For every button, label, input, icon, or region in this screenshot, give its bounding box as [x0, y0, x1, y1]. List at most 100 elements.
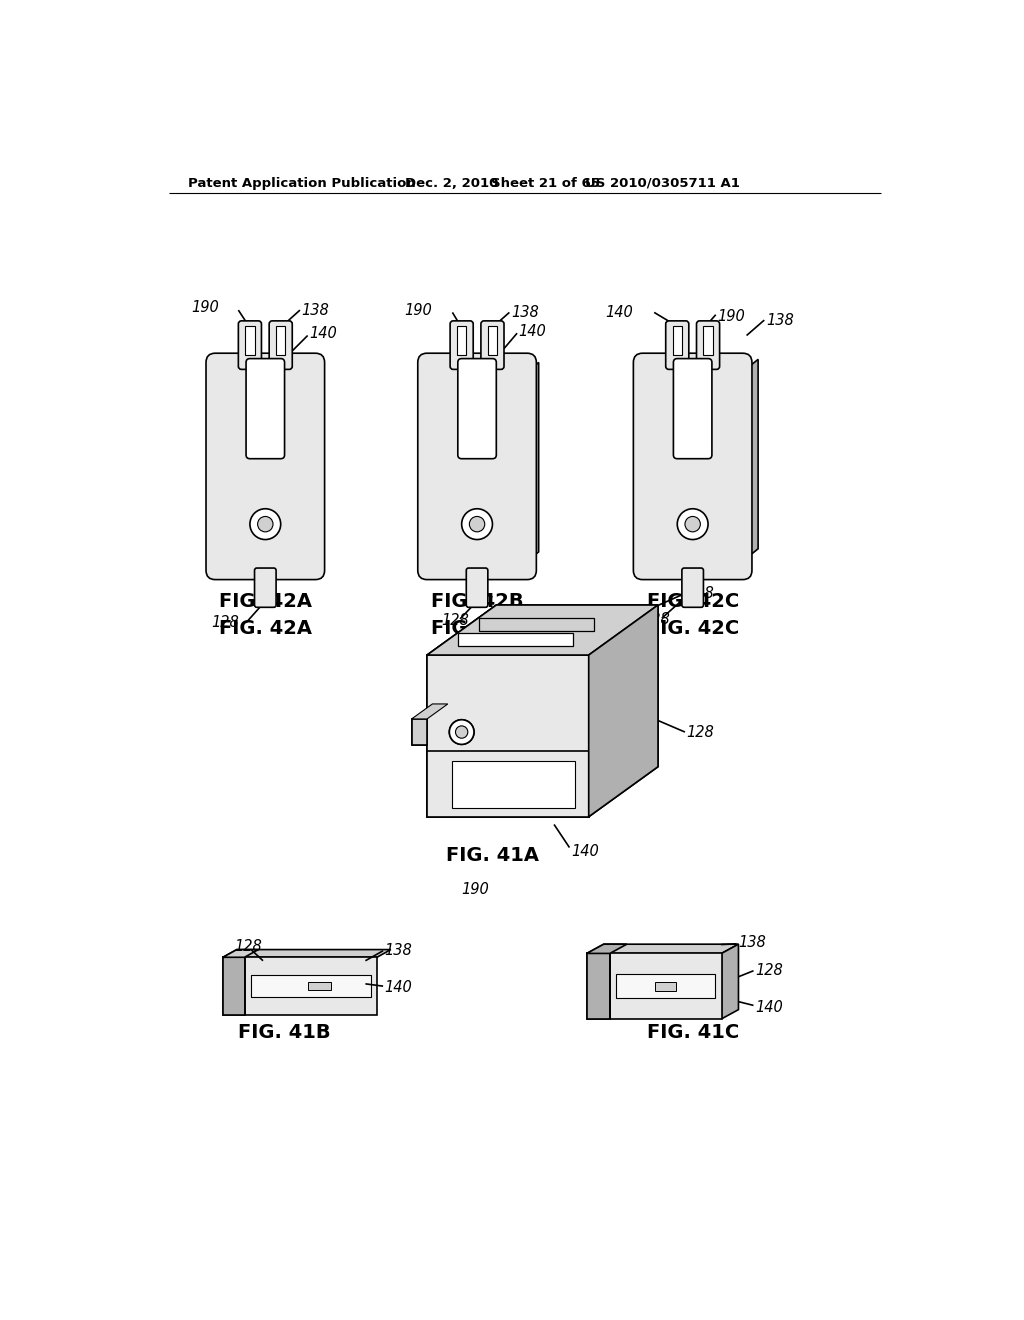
Polygon shape: [458, 634, 573, 645]
Text: Sheet 21 of 65: Sheet 21 of 65: [490, 177, 600, 190]
Text: 140: 140: [384, 981, 412, 995]
Polygon shape: [223, 957, 377, 1015]
FancyBboxPatch shape: [239, 321, 261, 370]
FancyBboxPatch shape: [255, 568, 276, 607]
Text: 190: 190: [419, 565, 447, 581]
Polygon shape: [251, 975, 371, 997]
Polygon shape: [722, 944, 738, 1019]
Polygon shape: [427, 605, 658, 655]
Polygon shape: [223, 957, 245, 1015]
Polygon shape: [453, 760, 574, 808]
Polygon shape: [458, 628, 598, 645]
Polygon shape: [223, 949, 391, 957]
Text: 140: 140: [309, 326, 337, 342]
FancyBboxPatch shape: [269, 321, 292, 370]
Circle shape: [462, 508, 493, 540]
Text: FIG. 41B: FIG. 41B: [239, 1023, 331, 1041]
Text: FIG. 41C: FIG. 41C: [646, 1023, 738, 1041]
Polygon shape: [412, 719, 427, 744]
Polygon shape: [655, 982, 677, 991]
Text: 128: 128: [234, 940, 262, 954]
Text: FIG. 41A: FIG. 41A: [446, 846, 539, 865]
Bar: [276, 326, 286, 355]
Polygon shape: [223, 949, 258, 957]
Text: US 2010/0305711 A1: US 2010/0305711 A1: [585, 177, 739, 190]
Circle shape: [685, 516, 700, 532]
Text: 138: 138: [686, 586, 715, 601]
Polygon shape: [427, 655, 589, 817]
FancyBboxPatch shape: [481, 321, 504, 370]
Circle shape: [450, 719, 474, 744]
Text: FIG. 42C: FIG. 42C: [646, 591, 738, 611]
Polygon shape: [453, 760, 574, 808]
FancyBboxPatch shape: [634, 354, 752, 579]
Text: 128: 128: [211, 615, 240, 630]
Text: 140: 140: [571, 843, 599, 859]
Polygon shape: [412, 704, 447, 719]
Text: Patent Application Publication: Patent Application Publication: [188, 177, 416, 190]
Polygon shape: [427, 713, 589, 751]
Text: 138: 138: [301, 302, 330, 318]
Text: 128: 128: [643, 612, 671, 627]
Circle shape: [469, 516, 484, 532]
Text: 138: 138: [384, 944, 412, 958]
Text: 138: 138: [738, 935, 766, 950]
Polygon shape: [478, 619, 594, 631]
Polygon shape: [427, 751, 589, 817]
Polygon shape: [412, 719, 427, 744]
FancyBboxPatch shape: [666, 321, 689, 370]
FancyBboxPatch shape: [696, 321, 720, 370]
FancyBboxPatch shape: [466, 568, 487, 607]
FancyBboxPatch shape: [246, 359, 285, 459]
Text: Dec. 2, 2010: Dec. 2, 2010: [406, 177, 499, 190]
Polygon shape: [427, 605, 658, 655]
Text: 138: 138: [766, 313, 794, 327]
Polygon shape: [458, 634, 573, 645]
FancyBboxPatch shape: [458, 359, 497, 459]
Text: FIG. 42C: FIG. 42C: [646, 619, 738, 638]
Text: 128: 128: [441, 612, 469, 628]
Text: 140: 140: [755, 1001, 782, 1015]
Text: FIG. 42A: FIG. 42A: [219, 591, 312, 611]
Text: FIG. 42B: FIG. 42B: [431, 619, 523, 638]
Circle shape: [677, 508, 708, 540]
Text: FIG. 42A: FIG. 42A: [219, 619, 312, 638]
Text: 128: 128: [755, 964, 782, 978]
Polygon shape: [427, 751, 589, 817]
Polygon shape: [587, 953, 610, 1019]
Bar: [457, 326, 466, 355]
Circle shape: [250, 508, 281, 540]
Polygon shape: [616, 974, 716, 998]
Bar: [703, 326, 713, 355]
FancyBboxPatch shape: [682, 568, 703, 607]
Text: 190: 190: [191, 300, 219, 314]
Polygon shape: [478, 619, 594, 631]
Text: FIG. 42B: FIG. 42B: [431, 591, 523, 611]
Bar: [246, 326, 255, 355]
Circle shape: [456, 726, 468, 738]
Circle shape: [456, 726, 468, 738]
FancyBboxPatch shape: [206, 354, 325, 579]
Polygon shape: [589, 605, 658, 817]
Polygon shape: [458, 616, 598, 634]
Bar: [487, 326, 497, 355]
Text: 138: 138: [511, 305, 539, 319]
FancyBboxPatch shape: [418, 354, 537, 579]
Polygon shape: [427, 655, 589, 713]
Polygon shape: [587, 944, 627, 953]
Polygon shape: [427, 605, 497, 817]
Polygon shape: [742, 359, 758, 561]
Text: 140: 140: [605, 305, 633, 319]
Polygon shape: [587, 944, 738, 953]
Text: 140: 140: [518, 325, 547, 339]
Text: 190: 190: [717, 309, 745, 323]
Text: 128: 128: [686, 725, 715, 739]
Circle shape: [450, 719, 474, 744]
Polygon shape: [307, 982, 331, 990]
Text: 190: 190: [462, 882, 489, 898]
Circle shape: [258, 516, 273, 532]
FancyBboxPatch shape: [674, 359, 712, 459]
FancyBboxPatch shape: [451, 321, 473, 370]
Bar: [673, 326, 682, 355]
Polygon shape: [587, 953, 722, 1019]
